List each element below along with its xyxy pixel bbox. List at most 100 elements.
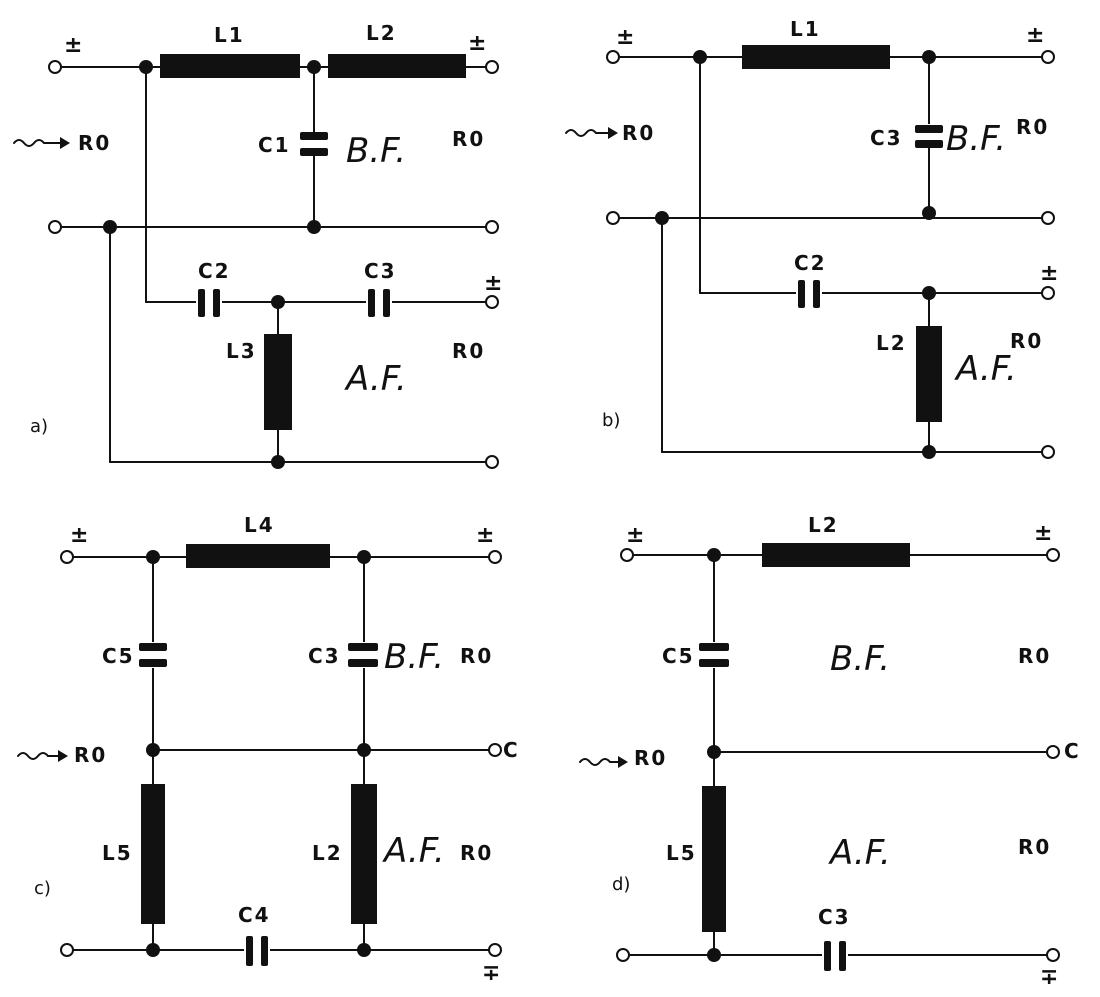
inductor-l4 xyxy=(186,544,330,568)
input-arrow-icon xyxy=(579,756,628,768)
inductor-l2 xyxy=(328,54,466,78)
panel-label: a) xyxy=(30,416,48,437)
label-l2: L2 xyxy=(808,513,839,537)
label-l5: L5 xyxy=(666,841,697,865)
input-resistance: R0 xyxy=(622,121,655,145)
polarity-mark: ± xyxy=(70,523,88,548)
terminal xyxy=(48,220,62,234)
label-c2: C2 xyxy=(198,259,231,283)
junction-dot xyxy=(271,295,285,309)
junction-dot xyxy=(922,286,936,300)
polarity-mark: ± xyxy=(64,33,82,58)
label-c2: C2 xyxy=(794,251,827,275)
inductor-l2 xyxy=(762,543,910,567)
terminal xyxy=(1041,50,1055,64)
junction-dot xyxy=(655,211,669,225)
inductor-l2 xyxy=(916,326,942,422)
terminal xyxy=(616,948,630,962)
terminal xyxy=(1046,745,1060,759)
polarity-mark: ± xyxy=(1034,521,1052,546)
capacitor-c2 xyxy=(196,288,222,318)
junction-dot xyxy=(271,455,285,469)
terminal xyxy=(1041,445,1055,459)
output-resistance-af: R0 xyxy=(1018,835,1051,859)
output-resistance-af: R0 xyxy=(460,841,493,865)
junction-dot xyxy=(707,548,721,562)
label-c3: C3 xyxy=(818,905,851,929)
band-label-af: A.F. xyxy=(382,831,445,871)
inductor-l2 xyxy=(351,784,377,924)
terminal xyxy=(60,943,74,957)
band-label-bf: B.F. xyxy=(384,637,444,677)
junction-dot xyxy=(707,948,721,962)
band-label-af: A.F. xyxy=(828,833,891,873)
output-resistance-bf: R0 xyxy=(1018,644,1051,668)
junction-dot xyxy=(103,220,117,234)
label-c3: C3 xyxy=(870,126,903,150)
terminal xyxy=(488,943,502,957)
terminal xyxy=(488,550,502,564)
label-c1: C1 xyxy=(258,133,291,157)
label-l4: L4 xyxy=(244,513,275,537)
junction-dot xyxy=(146,550,160,564)
inductor-l5 xyxy=(702,786,726,932)
terminal xyxy=(485,220,499,234)
label-c5: C5 xyxy=(662,644,695,668)
label-common: C xyxy=(1064,739,1081,763)
polarity-mark: ± xyxy=(468,31,486,56)
label-l2: L2 xyxy=(312,841,343,865)
input-resistance: R0 xyxy=(78,131,111,155)
output-resistance-bf: R0 xyxy=(452,127,485,151)
junction-dot xyxy=(357,550,371,564)
label-c4: C4 xyxy=(238,903,271,927)
polarity-mark: ± xyxy=(476,523,494,548)
polarity-mark: ± xyxy=(626,523,644,548)
junction-dot xyxy=(307,220,321,234)
junction-dot xyxy=(146,743,160,757)
band-label-af: A.F. xyxy=(954,349,1017,389)
band-label-bf: B.F. xyxy=(946,119,1006,159)
polarity-mark: ± xyxy=(1040,261,1058,286)
input-arrow-icon xyxy=(17,750,68,762)
output-resistance-af: R0 xyxy=(1010,329,1043,353)
capacitor-c4 xyxy=(244,935,270,967)
polarity-mark: ± xyxy=(616,25,634,50)
capacitor-c5 xyxy=(137,642,169,668)
label-l2: L2 xyxy=(366,21,397,45)
capacitor-c2 xyxy=(796,279,822,309)
output-resistance-bf: R0 xyxy=(460,644,493,668)
panel-label: d) xyxy=(612,874,630,895)
panel-d: ± ± ∓ C L2 C5 L5 C3 B.F. A.F. R0 R0 R0 d… xyxy=(579,513,1081,990)
label-l1: L1 xyxy=(790,17,821,41)
terminal xyxy=(60,550,74,564)
band-label-bf: B.F. xyxy=(346,131,406,171)
capacitor-c1 xyxy=(298,132,330,156)
inductor-l3 xyxy=(264,334,292,430)
panel-label: b) xyxy=(602,410,620,431)
terminal xyxy=(1046,948,1060,962)
capacitor-c3 xyxy=(913,124,945,148)
label-l3: L3 xyxy=(226,339,257,363)
inductor-l5 xyxy=(141,784,165,924)
terminal xyxy=(606,50,620,64)
capacitor-c3 xyxy=(822,940,848,972)
junction-dot xyxy=(707,745,721,759)
band-label-bf: B.F. xyxy=(830,639,890,679)
polarity-mark: ∓ xyxy=(1040,965,1058,990)
label-l1: L1 xyxy=(214,23,245,47)
capacitor-c3 xyxy=(346,642,380,668)
input-arrow-icon xyxy=(565,127,618,139)
terminal xyxy=(620,548,634,562)
terminal xyxy=(1041,211,1055,225)
polarity-mark: ∓ xyxy=(482,961,500,986)
terminal xyxy=(1046,548,1060,562)
terminal xyxy=(606,211,620,225)
label-c3: C3 xyxy=(364,259,397,283)
panel-label: c) xyxy=(34,878,51,899)
terminal xyxy=(485,455,499,469)
junction-dot xyxy=(922,206,936,220)
label-l2: L2 xyxy=(876,331,907,355)
terminal xyxy=(485,295,499,309)
inductor-l1 xyxy=(742,45,890,69)
